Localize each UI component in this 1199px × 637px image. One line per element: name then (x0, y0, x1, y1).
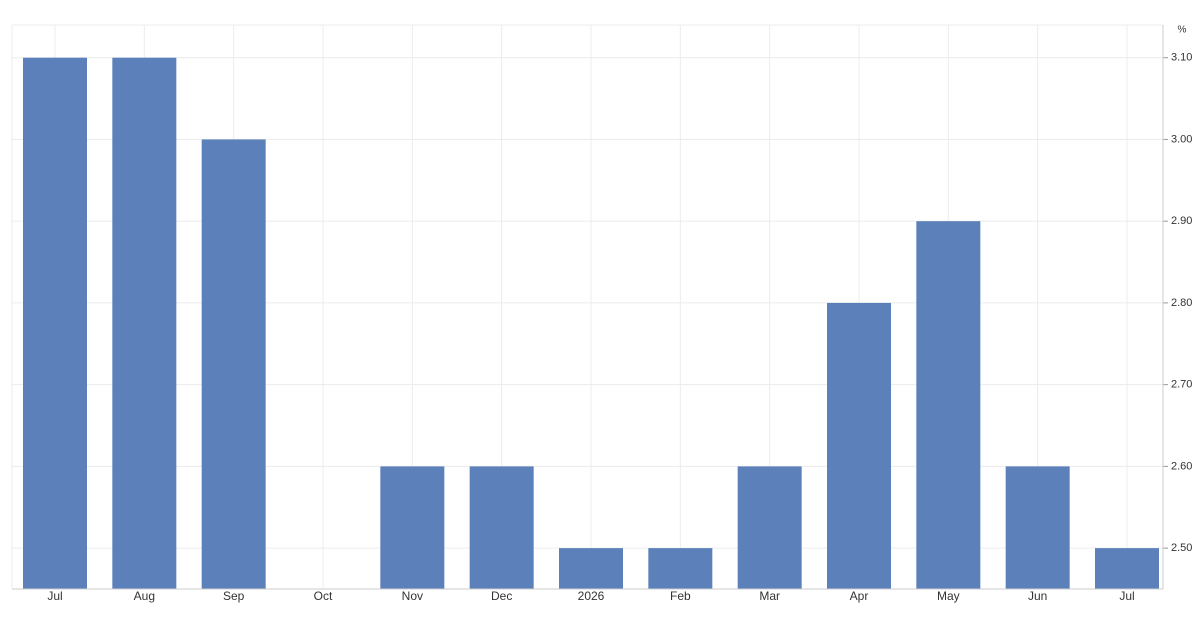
y-tick-label: 2.80 (1171, 297, 1192, 309)
bar (916, 221, 981, 589)
x-tick-label: Feb (670, 589, 691, 603)
x-tick-label: Dec (491, 589, 512, 603)
x-tick-label: Mar (759, 589, 780, 603)
x-tick-label: Nov (402, 589, 423, 603)
bar (201, 139, 266, 589)
x-tick-label: 2026 (578, 589, 605, 603)
y-tick-label: 3.10 (1171, 52, 1192, 64)
y-tick-label: 3.00 (1171, 133, 1192, 145)
y-tick-label: 2.50 (1171, 542, 1192, 554)
x-tick-label: Jul (1119, 589, 1134, 603)
bar (1095, 548, 1159, 589)
y-tick-label: 2.70 (1171, 379, 1192, 391)
x-tick-label: Jul (47, 589, 62, 603)
bar (648, 548, 713, 589)
x-tick-label: Oct (314, 589, 333, 603)
bar (827, 302, 891, 589)
y-tick-label: 2.60 (1171, 460, 1192, 472)
bar (469, 466, 534, 589)
x-tick-label: Apr (850, 589, 869, 603)
bar (1005, 466, 1070, 589)
y-unit: % (1178, 25, 1187, 36)
x-tick-label: May (937, 589, 960, 603)
bar (737, 466, 802, 589)
y-tick-label: 2.90 (1171, 215, 1192, 227)
x-tick-label: Jun (1028, 589, 1047, 603)
bar (380, 466, 445, 589)
x-tick-label: Aug (134, 589, 155, 603)
x-tick-label: Sep (223, 589, 245, 603)
bar (23, 57, 87, 589)
bar (559, 548, 623, 589)
bar (112, 57, 177, 589)
